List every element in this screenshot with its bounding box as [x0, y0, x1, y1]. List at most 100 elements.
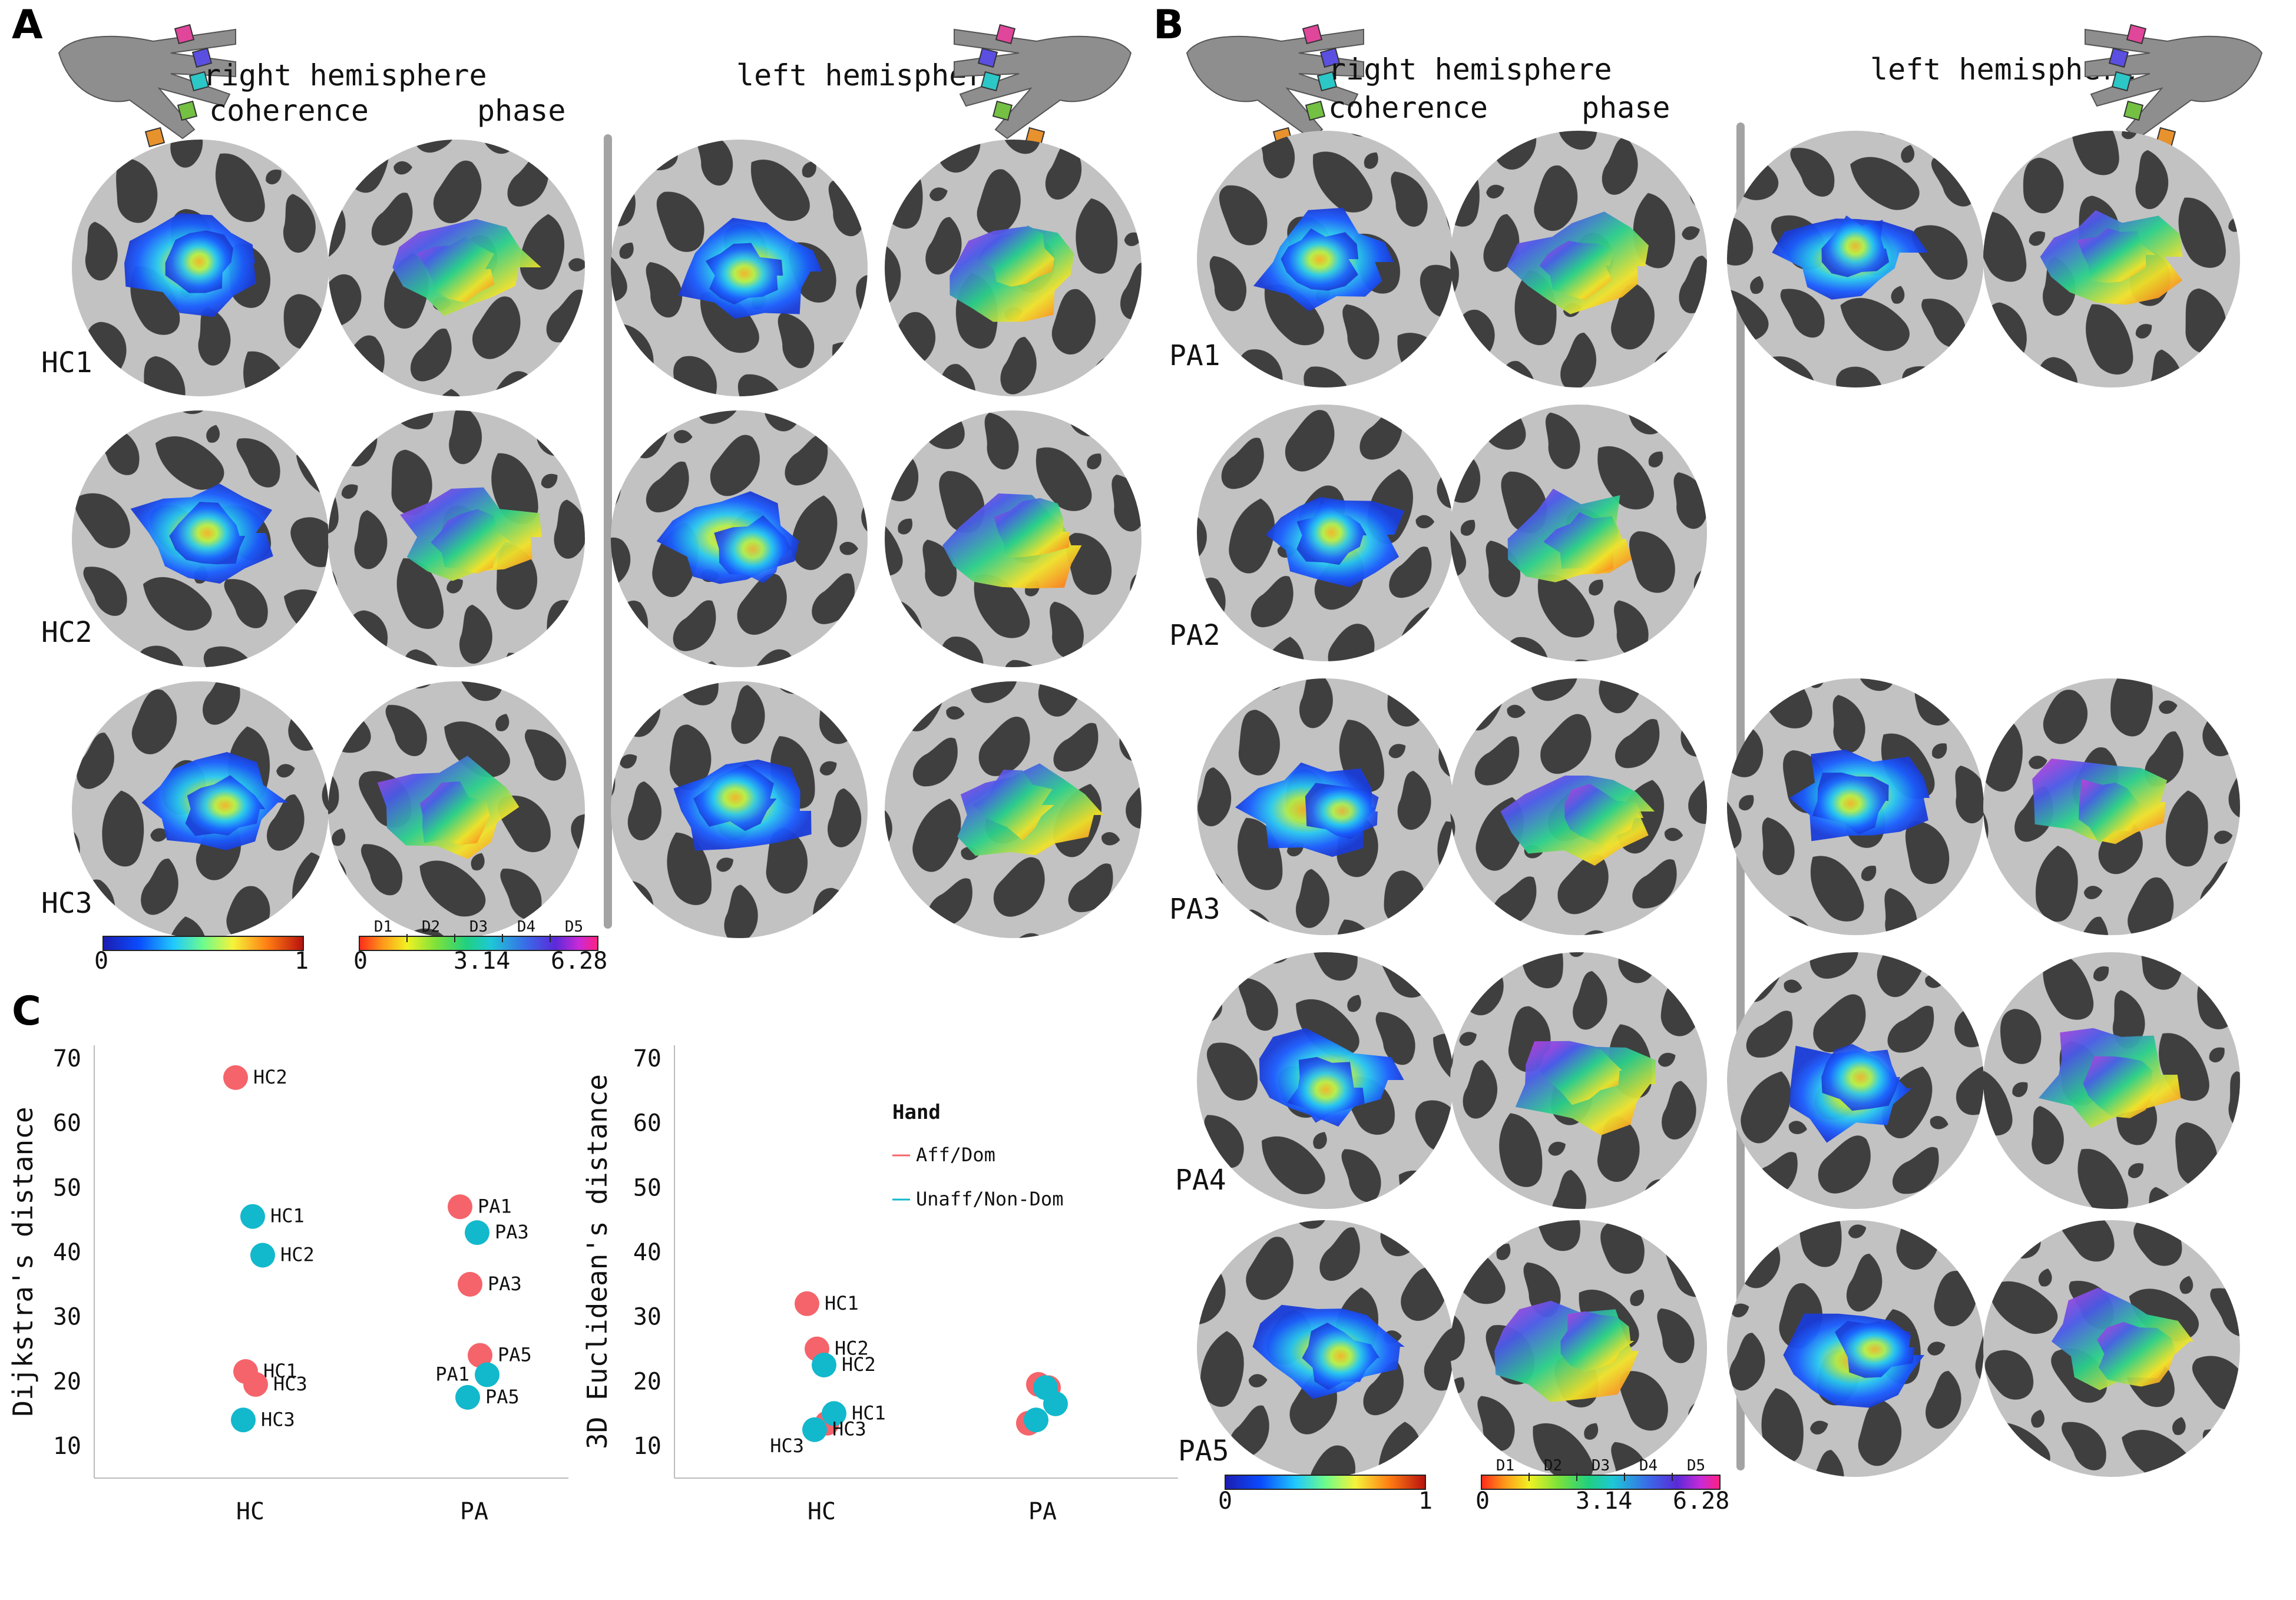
brain-map-b-r5-c1 [1197, 1220, 1454, 1477]
brain-map-b-r3-c3 [1727, 678, 1984, 935]
data-point [455, 1384, 480, 1410]
data-point [231, 1407, 256, 1433]
brain-map-grid-a [72, 140, 1142, 938]
data-point [465, 1220, 489, 1245]
data-point [448, 1194, 472, 1220]
data-point [240, 1204, 265, 1229]
brain-map-a-r2-c2 [328, 410, 585, 667]
brain-map-a-r1-c1 [72, 140, 329, 396]
coherence-min-label-b: 0 [1218, 1488, 1232, 1515]
coherence-min-label: 0 [94, 948, 108, 975]
data-point [223, 1065, 248, 1090]
data-point [475, 1362, 499, 1387]
x-tick-label: HC [236, 1498, 264, 1525]
y-tick-label: 60 [633, 1110, 661, 1137]
coherence-colorbar-a: 0 1 [94, 936, 309, 975]
dijkstra-distance-chart: 10 20 30 40 50 60 70 HC PA Dijkstra's distance HC2… [7, 1045, 568, 1525]
y-tick-label: 50 [633, 1174, 661, 1201]
data-point-label: HC1 [270, 1205, 305, 1227]
brain-map-b-r1-c2 [1450, 131, 1707, 387]
header-coherence-a: coherence [209, 94, 369, 128]
data-point-label: PA1 [478, 1195, 512, 1217]
data-point-label: HC1 [825, 1292, 859, 1314]
phase-digit-label: D4 [1639, 1457, 1658, 1475]
phase-digit-label: D2 [1544, 1457, 1562, 1475]
row-label-hc1: HC1 [41, 346, 92, 379]
brain-map-b-r5-c3 [1727, 1220, 1984, 1477]
legend-label-aff-dom: Aff/Dom [916, 1144, 995, 1166]
y-tick-label: 70 [53, 1045, 81, 1072]
phase-colorbar-b: D1 D2 D3 D4 D5 0 3.14 6.28 [1475, 1457, 1729, 1515]
finger-marker-d3 [188, 71, 210, 92]
brain-map-b-r5-c4 [1983, 1220, 2240, 1477]
finger-marker-d5 [995, 24, 1016, 45]
brain-map-b-r4-c4 [1983, 952, 2240, 1209]
finger-marker-d2 [1305, 100, 1326, 121]
y-tick-label: 60 [53, 1110, 81, 1137]
euclidean-distance-chart: 10 20 30 40 50 60 70 HC PA 3D Euclidean's distanc… [581, 1045, 1178, 1525]
coherence-max-label-b: 1 [1418, 1488, 1432, 1515]
brain-map-a-r2-c4 [885, 410, 1142, 667]
coherence-max-label: 1 [295, 948, 309, 975]
y-tick-label: 30 [53, 1304, 81, 1331]
row-label-pa5: PA5 [1178, 1435, 1229, 1468]
y-axis-title: Dijkstra's distance [7, 1107, 39, 1416]
finger-marker-d3 [980, 71, 1001, 92]
finger-marker-d4 [2108, 47, 2129, 68]
data-point-label: PA5 [498, 1344, 532, 1366]
legend-title: Hand [892, 1101, 941, 1124]
phase-min-label-b: 0 [1475, 1488, 1490, 1515]
data-point-label: HC1 [263, 1360, 297, 1382]
phase-digit-label: D3 [1592, 1457, 1610, 1475]
row-label-hc2: HC2 [41, 616, 92, 649]
data-point [802, 1417, 827, 1442]
brain-map-a-r2-c1 [72, 410, 329, 667]
phase-mid-label: 3.14 [454, 948, 510, 975]
coherence-colorbar-b: 0 1 [1218, 1475, 1432, 1515]
data-point [1043, 1391, 1068, 1416]
brain-map-b-r1-c1 [1197, 131, 1454, 387]
brain-map-a-r3-c3 [611, 681, 868, 938]
data-point [822, 1401, 846, 1426]
finger-marker-d4 [191, 47, 213, 68]
data-point-label: HC3 [273, 1373, 307, 1395]
finger-marker-d2 [992, 100, 1013, 121]
brain-map-b-r3-c2 [1450, 678, 1707, 935]
phase-digit-label: D4 [517, 918, 535, 936]
data-point [1024, 1407, 1048, 1433]
y-tick-label: 50 [53, 1174, 81, 1201]
y-tick-label: 70 [633, 1045, 661, 1072]
hand-icon-right-a [58, 24, 236, 148]
y-tick-label: 40 [633, 1239, 661, 1266]
data-point-label: HC2 [835, 1337, 869, 1360]
brain-map-b-r4-c1 [1197, 952, 1454, 1209]
header-right-hemisphere-a: right hemisphere [203, 58, 487, 92]
brain-map-b-r3-c1 [1197, 678, 1454, 935]
finger-marker-d3 [2111, 71, 2132, 92]
hand-icon-right-b [1186, 24, 1364, 148]
data-point-label: HC2 [842, 1353, 876, 1376]
data-point [795, 1291, 819, 1316]
row-label-pa4: PA4 [1175, 1164, 1226, 1197]
brain-map-a-r2-c3 [611, 410, 868, 667]
hand-legend: Hand Aff/Dom Unaff/Non-Dom [892, 1101, 1063, 1210]
data-point [250, 1243, 275, 1268]
finger-marker-d1 [144, 127, 166, 148]
finger-marker-d3 [1316, 71, 1338, 92]
y-axis-title: 3D Euclidean's distance [581, 1074, 613, 1449]
header-coherence-b: coherence [1328, 91, 1488, 125]
phase-digit-label: D3 [469, 918, 488, 936]
y-tick-label: 20 [633, 1368, 661, 1395]
row-label-pa1: PA1 [1169, 339, 1220, 372]
data-point-label: HC2 [253, 1066, 287, 1088]
x-tick-label: HC [808, 1498, 836, 1525]
header-right-hemisphere-b: right hemisphere [1328, 52, 1612, 87]
phase-min-label: 0 [353, 948, 368, 975]
phase-digit-label: D5 [1687, 1457, 1705, 1475]
finger-marker-d2 [2123, 100, 2144, 121]
legend-label-unaff-nondom: Unaff/Non-Dom [916, 1188, 1063, 1210]
finger-marker-d4 [1319, 47, 1341, 68]
header-phase-a: phase [477, 94, 566, 128]
data-point-label: PA3 [488, 1273, 522, 1295]
brain-map-b-r3-c4 [1983, 678, 2240, 935]
